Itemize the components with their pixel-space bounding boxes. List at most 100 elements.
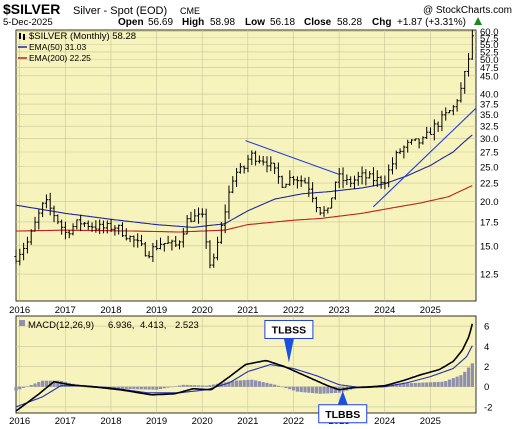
price-bar [120,222,125,237]
macd-histogram-bar [299,386,303,393]
macd-histogram-bar [204,385,208,387]
watermark: @ StockCharts.com [423,5,512,16]
price-x-tick-label: 2019 [146,305,167,316]
price-bar [466,52,471,77]
price-bar [314,196,319,213]
price-bar [421,136,425,145]
price-tick-label: 35.0 [480,110,499,121]
legend-entry: $SILVER (Monthly) 58.28 [29,31,136,42]
price-bar [463,70,467,94]
macd-histogram-bar [208,385,212,387]
macd-histogram-bar [318,386,322,394]
price-bar [105,220,109,234]
close-value: 58.28 [337,17,362,28]
price-bar [318,206,322,216]
macd-histogram-bar [41,380,45,387]
price-bar [459,82,463,103]
macd-histogram-bar [314,386,319,394]
price-bar [330,197,334,209]
price-bar [219,222,223,244]
macd-histogram-bar [238,380,242,387]
price-tick-label: 40.0 [480,90,499,101]
macd-histogram-bar [466,367,471,387]
price-bar [276,162,281,184]
macd-histogram-bar [231,380,235,387]
price-bar [269,156,273,172]
legend-entry: EMA(50) 31.03 [29,42,86,52]
macd-histogram-bar [398,383,402,387]
price-bar [212,253,216,268]
price-bar [124,228,128,241]
price-bar [440,110,444,131]
low-value: 56.18 [270,17,295,28]
macd-histogram-bar [177,385,182,387]
price-tick-label: 12.5 [480,270,499,281]
macd-histogram-bar [303,386,307,393]
macd-histogram-bar [295,386,300,392]
price-bar [155,240,159,251]
price-bar [18,248,22,266]
price-bar [48,192,52,216]
price-bar [41,202,45,218]
macd-histogram-bar [174,386,178,387]
down-arrow-icon [283,338,294,363]
price-bar [257,155,261,164]
up-arrow-icon [337,390,348,405]
price-tick-label: 30.0 [480,134,499,145]
price-bar [139,234,144,247]
macd-tick-label: 6 [484,322,489,333]
price-bar [261,155,265,166]
macd-histogram-bar [333,386,338,393]
macd-x-tick-label: 2022 [283,416,304,427]
macd-histogram-bar [117,386,121,389]
low-label: Low [245,17,265,28]
price-bar [177,240,182,250]
price-tick-label: 32.5 [480,122,499,133]
macd-histogram-bar [155,386,159,390]
price-tick-label: 27.5 [480,148,499,159]
macd-histogram-bar [459,375,463,387]
macd-histogram-bar [37,382,41,387]
macd-legend: MACD(12,26,9) 6.936, 4.413, 2.523 [19,320,199,331]
price-bar [25,236,30,254]
price-bar [128,235,132,243]
macd-x-tick-label: 2016 [9,416,30,427]
macd-x-tick-label: 2020 [192,416,213,427]
price-bar [364,169,368,186]
price-bar [109,219,113,233]
legend-entry: EMA(200) 22.25 [29,53,91,63]
price-bar [227,185,231,220]
price-bar [242,165,246,174]
macd-histogram-bar [185,384,189,387]
macd-histogram-bar [463,371,467,387]
price-bar [417,138,421,149]
price-bar [394,150,398,170]
price-bar [345,174,349,186]
macd-histogram-bar [470,363,474,387]
price-bar [322,206,326,217]
macd-x-tick-label: 2024 [374,416,395,427]
macd-histogram-bar [86,386,90,388]
macd-histogram-bar [189,385,193,387]
price-bar [79,214,83,232]
macd-tick-label: -2 [484,402,492,413]
price-x-tick-label: 2023 [329,305,350,316]
price-x-tick-label: 2017 [55,305,76,316]
chg-value: +1.87 (+3.31%) [397,17,466,28]
price-bar [223,204,227,234]
price-bar [406,139,410,153]
price-bar [14,249,18,264]
price-bar [98,219,102,235]
price-bar [60,219,64,235]
chart-name: Silver - Spot (EOD) [73,5,167,17]
macd-legend-entry: MACD(12,26,9) [28,320,94,331]
up-arrow-icon [474,17,482,25]
macd-histogram-bar [234,380,239,387]
price-bar [250,150,254,166]
price-bar [455,99,459,112]
macd-histogram-bar [440,381,444,387]
macd-annotations: TLBSS TLBBS [264,319,368,424]
macd-line-series [15,323,474,412]
price-x-tick-label: 2016 [9,305,30,316]
macd-histogram-bar [436,381,440,387]
